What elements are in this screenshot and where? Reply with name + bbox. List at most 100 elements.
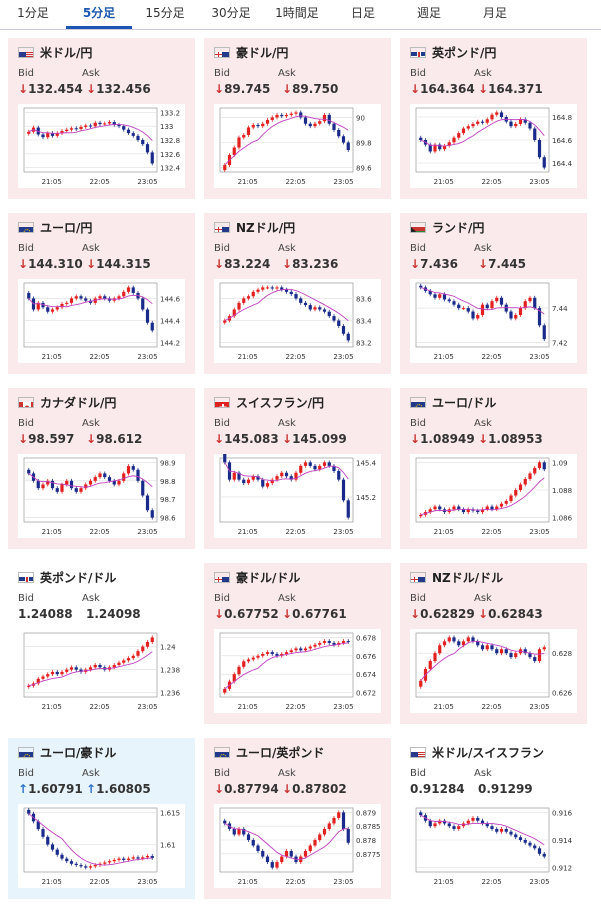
tab-timeframe[interactable]: 15分足 bbox=[145, 6, 185, 20]
candle bbox=[461, 641, 466, 646]
mini-candle-chart[interactable]: 0.678 0.676 0.674 0.672 21:05 22:05 23:05 bbox=[214, 629, 381, 713]
candle bbox=[46, 674, 50, 677]
candle bbox=[88, 480, 93, 485]
currency-card[interactable]: ユーロ/円 Bid Ask ↓144.310 ↓144.315 144.6 144.4 144… bbox=[8, 213, 195, 374]
candle bbox=[117, 296, 121, 299]
currency-card[interactable]: カナダドル/円 Bid Ask ↓98.597 ↓98.612 98.9 98.8 98.7 9… bbox=[8, 388, 195, 549]
mini-candle-chart[interactable]: 7.44 7.42 21:05 22:05 23:05 bbox=[410, 279, 577, 363]
candle bbox=[46, 133, 50, 138]
mini-candle-chart[interactable]: 164.8 164.6 164.4 21:05 22:05 23:05 bbox=[410, 104, 577, 188]
tab-timeframe[interactable]: 週足 bbox=[416, 6, 441, 20]
y-tick-label: 83.2 bbox=[356, 340, 372, 348]
mini-candle-chart[interactable]: 145.4 145.2 21:05 22:05 23:05 bbox=[214, 454, 381, 538]
candle bbox=[289, 113, 293, 115]
tab-timeframe[interactable]: 月足 bbox=[482, 6, 507, 20]
currency-card[interactable]: NZドル/ドル Bid Ask ↓0.62829 ↓0.62843 0.628 0.626 2… bbox=[400, 563, 587, 724]
mini-candle-chart[interactable]: 1.09 1.088 1.086 21:05 22:05 23:05 bbox=[410, 454, 577, 538]
quote-values: 0.91284 0.91299 bbox=[410, 782, 533, 796]
candle bbox=[141, 298, 145, 310]
mini-candle-chart[interactable]: 0.879 0.8785 0.878 0.8775 21:05 22:05 23:05 bbox=[214, 804, 381, 888]
currency-card[interactable]: 豪ドル/円 Bid Ask ↓89.745 ↓89.750 90 89.8 89.6 21:05… bbox=[204, 38, 391, 199]
currency-card[interactable]: ユーロ/ドル Bid Ask ↓1.08949 ↓1.08953 1.09 1.088 1.0… bbox=[400, 388, 587, 549]
pair-name-link[interactable]: ユーロ/英ポンド bbox=[236, 746, 325, 760]
currency-card[interactable]: NZドル/円 Bid Ask ↓83.224 ↓83.236 83.6 83.4 83.2 21… bbox=[204, 213, 391, 374]
y-tick-label: 1.088 bbox=[552, 487, 572, 495]
bid-label: Bid bbox=[410, 418, 426, 429]
candle bbox=[84, 298, 88, 301]
tab-timeframe[interactable]: 1分足 bbox=[17, 6, 49, 20]
pair-name-link[interactable]: ユーロ/円 bbox=[40, 221, 93, 235]
pair-name-link[interactable]: 豪ドル/ドル bbox=[236, 571, 301, 585]
pair-name-link[interactable]: 英ポンド/円 bbox=[432, 46, 497, 60]
currency-card[interactable]: ユーロ/英ポンド Bid Ask ↓0.87794 ↓0.87802 0.879 0.878… bbox=[204, 738, 391, 899]
pair-name-link[interactable]: NZドル/ドル bbox=[432, 571, 504, 585]
arrow-down-icon: ↓ bbox=[282, 607, 293, 621]
candle bbox=[223, 688, 227, 693]
plot-frame bbox=[23, 457, 158, 523]
pair-name-link[interactable]: 米ドル/円 bbox=[40, 46, 93, 60]
x-tick-label: 21:05 bbox=[42, 703, 62, 711]
currency-card[interactable]: ユーロ/豪ドル Bid Ask ↑1.60791 ↑1.60805 1.615 1.61 21… bbox=[8, 738, 195, 899]
mini-candle-chart[interactable]: 1.615 1.61 21:05 22:05 23:05 bbox=[18, 804, 185, 888]
mini-candle-chart[interactable]: 83.6 83.4 83.2 21:05 22:05 23:05 bbox=[214, 279, 381, 363]
candle bbox=[275, 653, 279, 656]
candle bbox=[50, 480, 55, 489]
x-tick-label: 22:05 bbox=[89, 178, 109, 186]
candle bbox=[41, 302, 45, 308]
candle bbox=[322, 641, 327, 643]
currency-card[interactable]: 英ポンド/ドル Bid Ask 1.24088 1.24098 1.24 1.238 1.23… bbox=[8, 563, 195, 724]
tab-timeframe[interactable]: 日足 bbox=[350, 6, 375, 20]
currency-card[interactable]: 米ドル/スイスフラン Bid Ask 0.91284 0.91299 0.916 0.914… bbox=[400, 738, 587, 899]
ask-label: Ask bbox=[82, 243, 100, 254]
y-tick-label: 83.6 bbox=[356, 295, 372, 303]
x-tick-label: 22:05 bbox=[285, 528, 305, 536]
currency-card[interactable]: ランド/円 Bid Ask ↓7.436 ↓7.445 7.44 7.42 21:05 22:0… bbox=[400, 213, 587, 374]
mini-candle-chart[interactable]: 98.9 98.8 98.7 98.6 21:05 22:05 23:05 bbox=[18, 454, 185, 538]
mini-candle-chart[interactable]: 144.6 144.4 144.2 21:05 22:05 23:05 bbox=[18, 279, 185, 363]
candle bbox=[65, 480, 69, 485]
currency-card[interactable]: 英ポンド/円 Bid Ask ↓164.364 ↓164.371 164.8 164.6 16… bbox=[400, 38, 587, 199]
currency-card[interactable]: スイスフラン/円 Bid Ask ↓145.083 ↓145.099 145.4 145.2… bbox=[204, 388, 391, 549]
pair-name-link[interactable]: スイスフラン/円 bbox=[236, 396, 325, 410]
mini-candle-chart[interactable]: 90 89.8 89.6 21:05 22:05 23:05 bbox=[214, 104, 381, 188]
candle bbox=[55, 849, 59, 855]
pair-name-link[interactable]: 英ポンド/ドル bbox=[40, 571, 117, 585]
candle bbox=[447, 823, 451, 827]
arrow-down-icon: ↓ bbox=[214, 607, 225, 621]
candle bbox=[60, 484, 64, 492]
candle bbox=[514, 653, 518, 658]
pair-name-link[interactable]: ランド/円 bbox=[432, 221, 485, 235]
pair-name-link[interactable]: 豪ドル/円 bbox=[236, 46, 289, 60]
candle bbox=[98, 122, 102, 125]
pair-name-link[interactable]: NZドル/円 bbox=[236, 221, 296, 235]
mini-candle-chart[interactable]: 0.628 0.626 21:05 22:05 23:05 bbox=[410, 629, 577, 713]
y-tick-label: 0.676 bbox=[356, 653, 377, 661]
pair-name-link[interactable]: ユーロ/ドル bbox=[432, 396, 497, 410]
moving-average-line bbox=[224, 115, 349, 166]
tab-timeframe[interactable]: 30分足 bbox=[211, 6, 251, 20]
candle bbox=[509, 495, 513, 502]
tab-timeframe[interactable]: 5分足 bbox=[66, 0, 132, 29]
candle bbox=[93, 865, 97, 867]
mini-candle-chart[interactable]: 133.2 133 132.8 132.6 132.4 21:05 22:05 23:05 bbox=[18, 104, 185, 188]
candle bbox=[84, 125, 88, 127]
candle bbox=[313, 840, 317, 846]
pair-name-link[interactable]: ユーロ/豪ドル bbox=[40, 746, 117, 760]
currency-card[interactable]: 米ドル/円 Bid Ask ↓132.454 ↓132.456 133.2 133 132.8… bbox=[8, 38, 195, 199]
pair-name-link[interactable]: 米ドル/スイスフラン bbox=[432, 746, 545, 760]
candle bbox=[69, 861, 74, 864]
candle bbox=[428, 509, 432, 513]
tab-timeframe[interactable]: 1時間足 bbox=[275, 6, 319, 20]
candle bbox=[131, 287, 135, 293]
pair-title: ユーロ/英ポンド bbox=[214, 744, 324, 761]
pair-name-link[interactable]: カナダドル/円 bbox=[40, 396, 117, 410]
currency-card[interactable]: 豪ドル/ドル Bid Ask ↓0.67752 ↓0.67761 0.678 0.676 0.… bbox=[204, 563, 391, 724]
plot-frame bbox=[23, 282, 158, 348]
ask-value: 83.236 bbox=[292, 257, 339, 271]
mini-candle-chart[interactable]: 1.24 1.238 1.236 21:05 22:05 23:05 bbox=[18, 629, 185, 713]
candle bbox=[237, 302, 241, 310]
quote-labels: Bid Ask bbox=[410, 593, 538, 604]
y-tick-label: 0.879 bbox=[356, 809, 376, 817]
x-tick-label: 23:05 bbox=[137, 703, 157, 711]
mini-candle-chart[interactable]: 0.916 0.914 0.912 21:05 22:05 23:05 bbox=[410, 804, 577, 888]
